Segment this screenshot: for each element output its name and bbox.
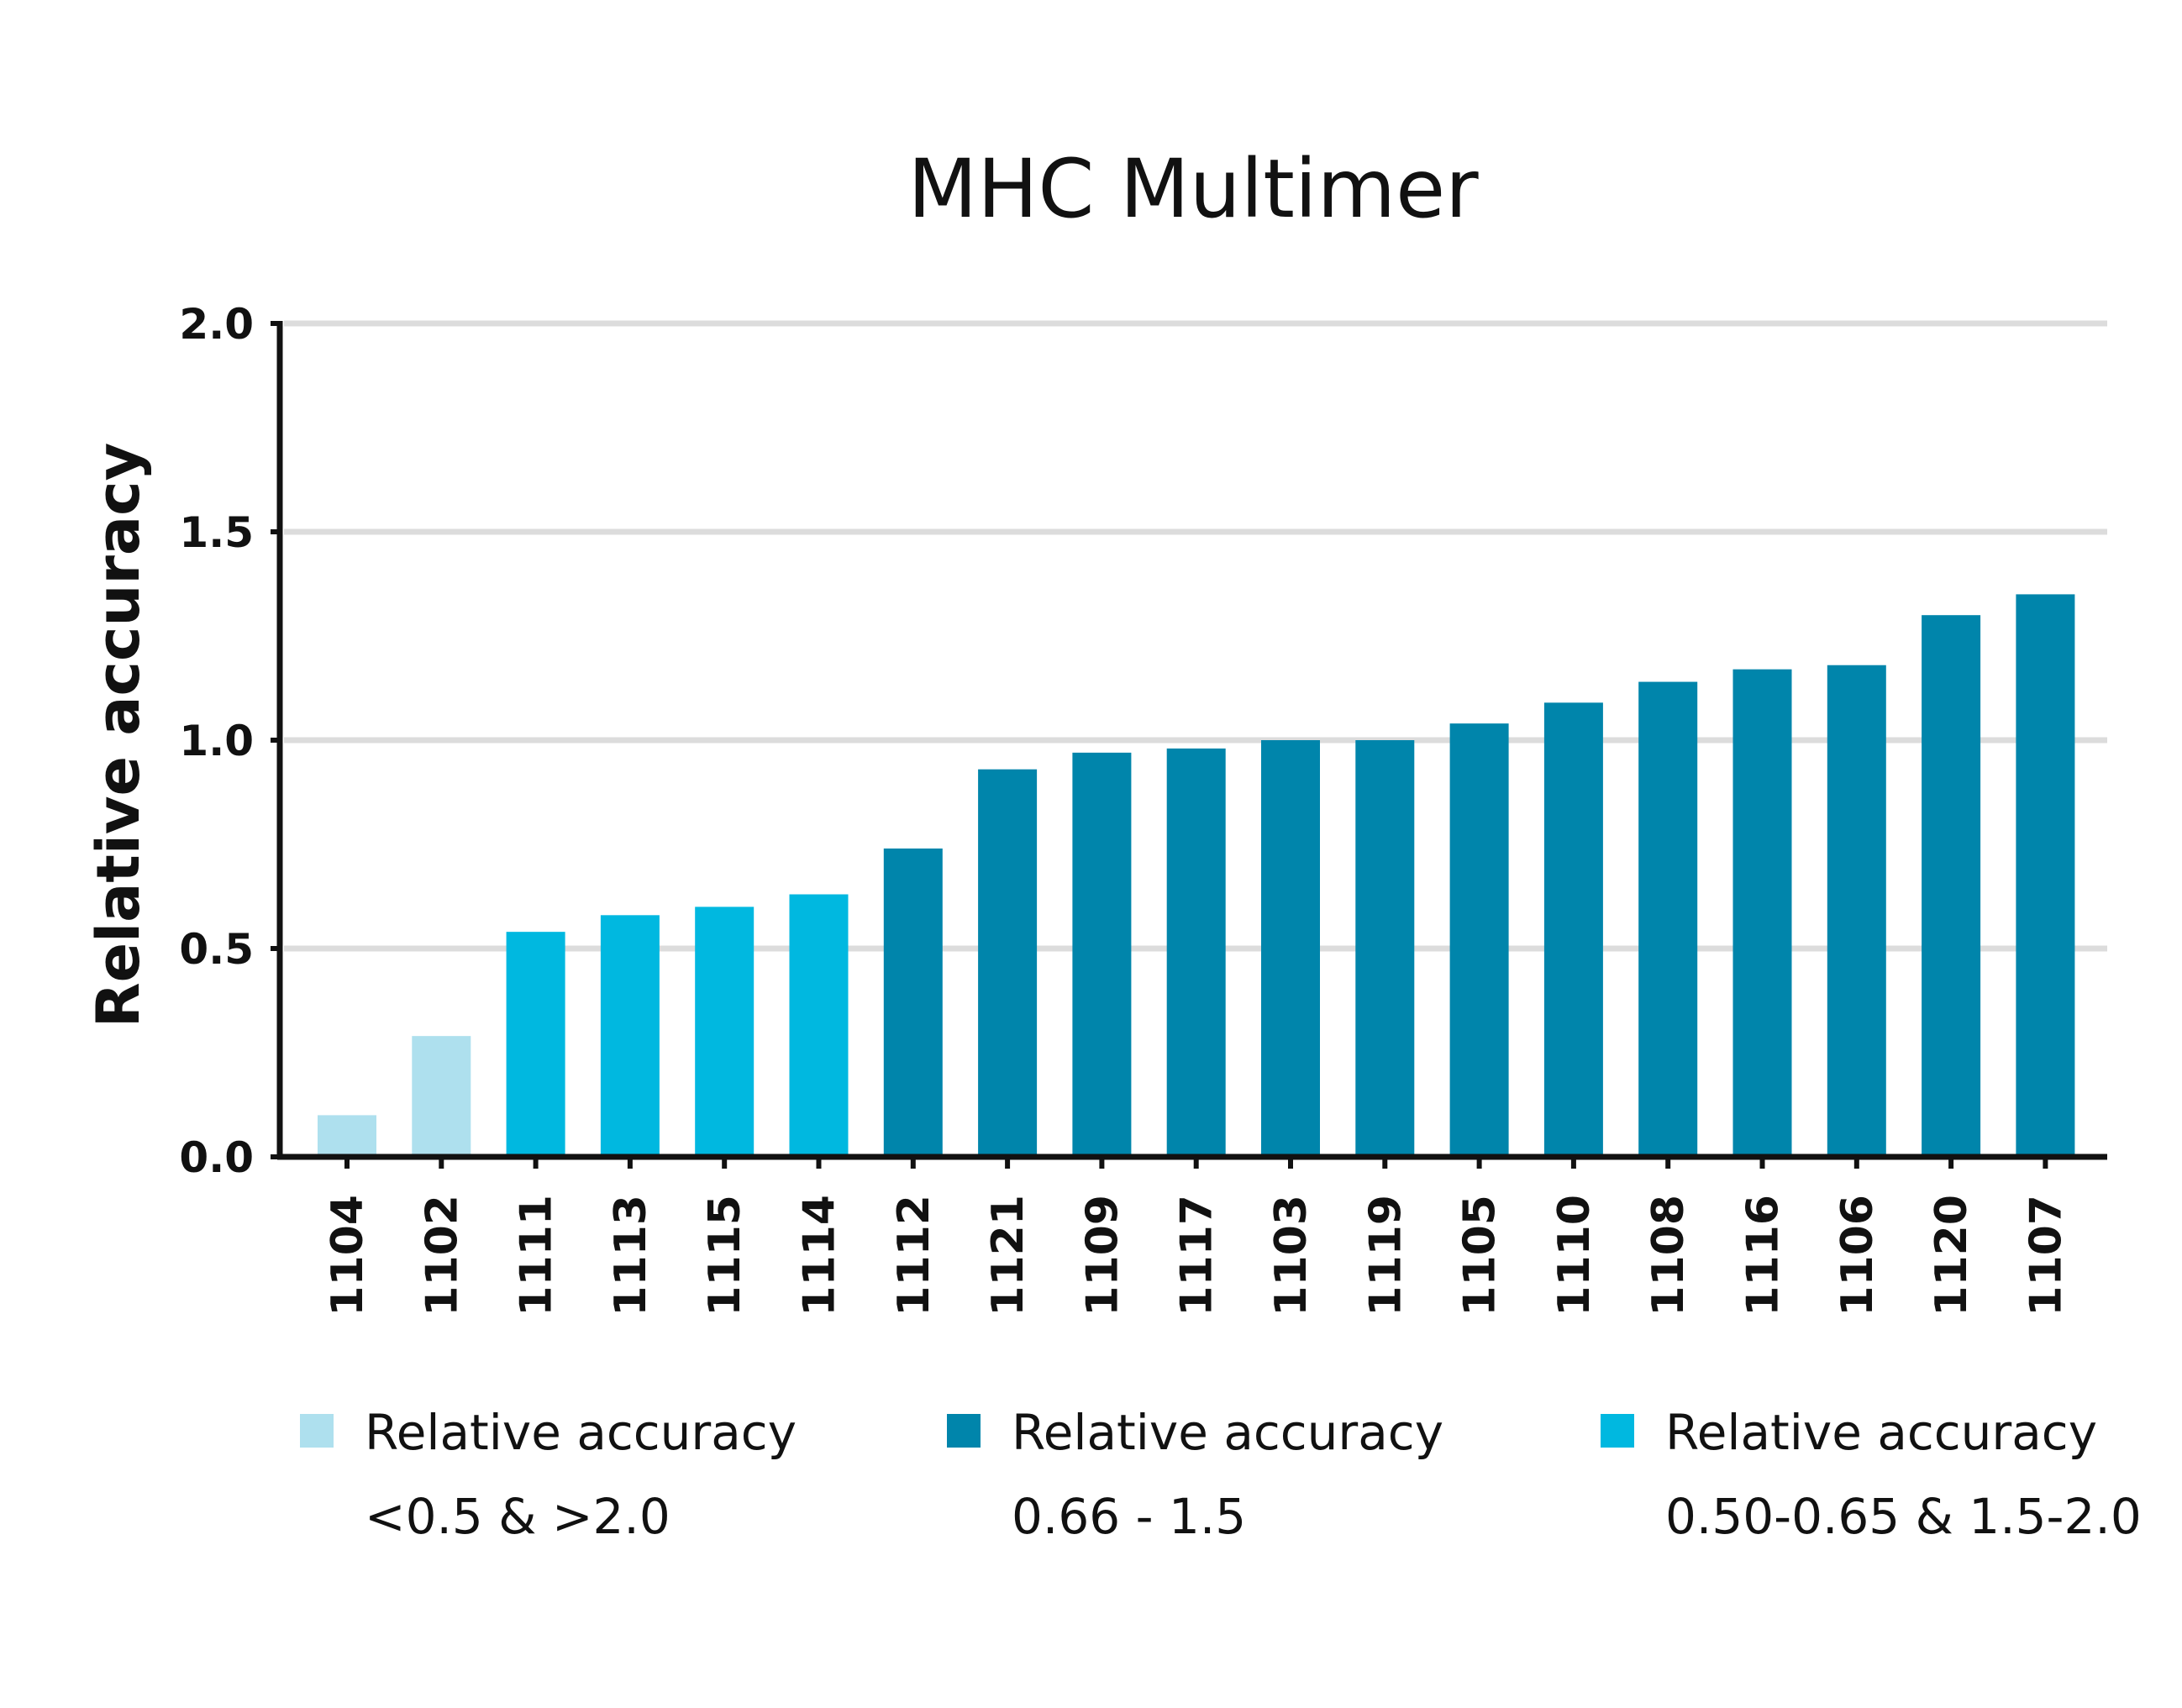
bar-1117 (1166, 748, 1226, 1157)
x-tick-label: 1113 (606, 1195, 656, 1316)
y-tick-label: 2.0 (179, 300, 254, 349)
y-tick-label: 0.0 (179, 1133, 254, 1182)
x-tick-label: 1108 (1643, 1195, 1694, 1316)
x-tick-label: 1120 (1927, 1195, 1977, 1316)
legend-swatch-low (300, 1414, 334, 1448)
legend-swatch-mid (1601, 1414, 1634, 1448)
bar-1120 (1922, 615, 1981, 1157)
bar-1121 (978, 769, 1038, 1157)
x-tick-label: 1105 (1455, 1195, 1506, 1316)
x-tick-label: 1116 (1738, 1195, 1789, 1316)
y-tick-label: 0.5 (179, 925, 254, 974)
x-ticks: 1104 1102 1111 1113 1115 1114 1112 1121 1109 1117… (323, 1157, 2071, 1316)
bar-1112 (883, 848, 943, 1157)
x-tick-label: 1114 (795, 1195, 845, 1316)
bar-1110 (1543, 702, 1603, 1157)
bar-1108 (1638, 681, 1698, 1157)
x-tick-label: 1119 (1360, 1195, 1411, 1316)
bar-1115 (695, 907, 754, 1157)
legend-label-line1: Relative accuracy (1665, 1404, 2097, 1461)
x-tick-label: 1121 (983, 1195, 1033, 1316)
bar-1107 (2016, 594, 2075, 1157)
x-tick-label: 1107 (2021, 1195, 2071, 1316)
bar-1109 (1072, 752, 1132, 1157)
bar-1105 (1449, 723, 1509, 1157)
x-tick-label: 1103 (1266, 1195, 1317, 1316)
y-tick-label: 1.0 (179, 717, 254, 765)
x-tick-label: 1111 (512, 1195, 562, 1316)
legend: Relative accuracy <0.5 & >2.0 Relative acc… (300, 1404, 2142, 1545)
legend-label-line2: 0.50-0.65 & 1.5-2.0 (1665, 1488, 2142, 1545)
chart-title: MHC Multimer (907, 142, 1479, 236)
bar-1104 (318, 1115, 376, 1157)
bar-1119 (1355, 740, 1415, 1157)
bar-1102 (412, 1036, 471, 1157)
x-tick-label: 1117 (1172, 1195, 1222, 1316)
legend-label-line1: Relative accuracy (1012, 1404, 1443, 1461)
y-ticks: 0.0 0.5 1.0 1.5 2.0 (179, 300, 280, 1182)
x-tick-label: 1112 (889, 1195, 939, 1316)
x-tick-label: 1102 (417, 1195, 467, 1316)
bar-1103 (1261, 740, 1320, 1157)
legend-swatch-good (947, 1414, 981, 1448)
x-tick-label: 1115 (700, 1195, 750, 1316)
x-tick-label: 1110 (1549, 1195, 1600, 1316)
x-tick-label: 1106 (1832, 1195, 1883, 1316)
legend-label-line1: Relative accuracy (365, 1404, 797, 1461)
legend-label-line2: 0.66 - 1.5 (1012, 1488, 1246, 1545)
bar-1113 (600, 915, 660, 1157)
x-tick-label: 1104 (323, 1195, 373, 1316)
bar-1114 (789, 894, 849, 1157)
x-tick-label: 1109 (1077, 1195, 1128, 1316)
bar-1106 (1827, 665, 1886, 1157)
legend-label-line2: <0.5 & >2.0 (365, 1488, 670, 1545)
y-tick-label: 1.5 (179, 508, 254, 557)
bars (318, 594, 2075, 1157)
bar-1116 (1732, 669, 1792, 1157)
bar-1111 (506, 932, 565, 1157)
y-axis-label: Relative accuracy (84, 443, 153, 1027)
